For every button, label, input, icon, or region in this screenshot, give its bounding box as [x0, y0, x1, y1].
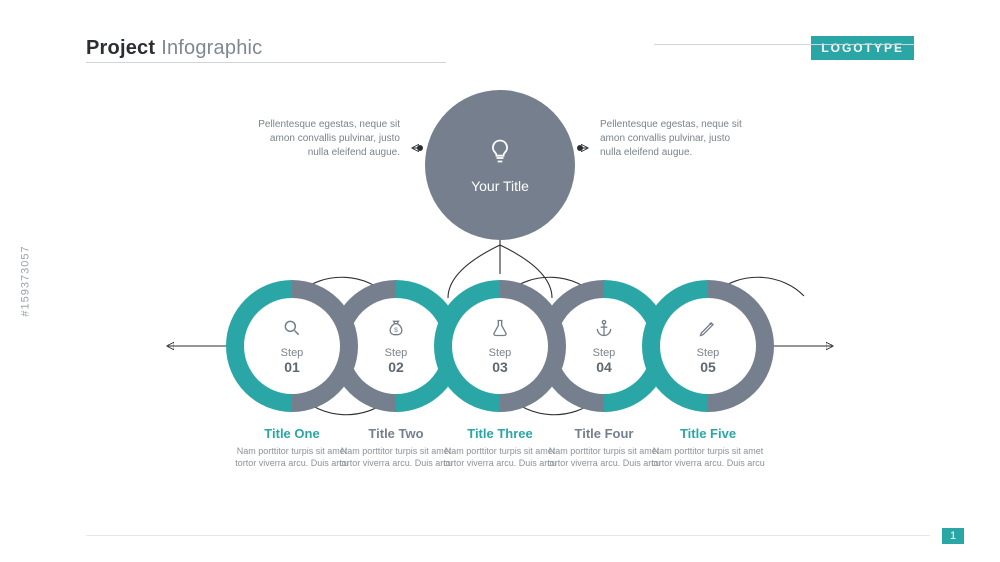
slide-title: Project Infographic [86, 37, 262, 60]
flask-icon [490, 318, 510, 343]
step-number: 04 [596, 359, 612, 375]
footer-rule [86, 535, 930, 536]
lightbulb-icon [486, 137, 514, 170]
step-inner: Step01 [244, 298, 340, 394]
step-word: Step [697, 347, 720, 359]
step-number: 05 [700, 359, 716, 375]
step-ring-05: Step05 [642, 280, 774, 412]
header-right-rule [654, 44, 914, 45]
svg-text:$: $ [394, 327, 398, 334]
step-word: Step [385, 347, 408, 359]
step-number: 03 [492, 359, 508, 375]
step-inner: $ Step02 [348, 298, 444, 394]
main-circle-label: Your Title [471, 178, 529, 194]
captions-row: Title OneNam porttitor turpis sit amet t… [0, 426, 1000, 469]
main-circle: Your Title [425, 90, 575, 240]
step-word: Step [489, 347, 512, 359]
step-inner: Step04 [556, 298, 652, 394]
step-caption-05: Title Five Nam porttitor turpis sit amet … [642, 426, 774, 469]
step-inner: Step03 [452, 298, 548, 394]
moneybag-icon: $ [386, 318, 406, 343]
pencil-icon [698, 318, 718, 343]
anchor-icon [594, 318, 614, 343]
page-number: 1 [942, 528, 964, 544]
caption-desc: Nam porttitor turpis sit amet tortor viv… [650, 445, 766, 469]
logotype-badge: LOGOTYPE [811, 36, 914, 60]
side-text-right: Pellentesque egestas, neque sit amon con… [600, 118, 750, 160]
title-light: Infographic [161, 37, 262, 60]
step-ring-03: Step03 [434, 280, 566, 412]
header: Project Infographic LOGOTYPE [86, 36, 914, 60]
step-word: Step [281, 347, 304, 359]
title-underline [86, 62, 446, 63]
step-number: 02 [388, 359, 404, 375]
title-bold: Project [86, 37, 155, 60]
step-inner: Step05 [660, 298, 756, 394]
search-icon [282, 318, 302, 343]
step-word: Step [593, 347, 616, 359]
step-number: 01 [284, 359, 300, 375]
steps-row: Step01$Step02Step03Step04Step05 [0, 280, 1000, 412]
step-ring-01: Step01 [226, 280, 358, 412]
diagram-stage: Your Title Pellentesque egestas, neque s… [0, 70, 1000, 500]
caption-title: Title Five [650, 426, 766, 441]
side-text-left: Pellentesque egestas, neque sit amon con… [250, 118, 400, 160]
slide: #159373057 Project Infographic LOGOTYPE [0, 0, 1000, 562]
